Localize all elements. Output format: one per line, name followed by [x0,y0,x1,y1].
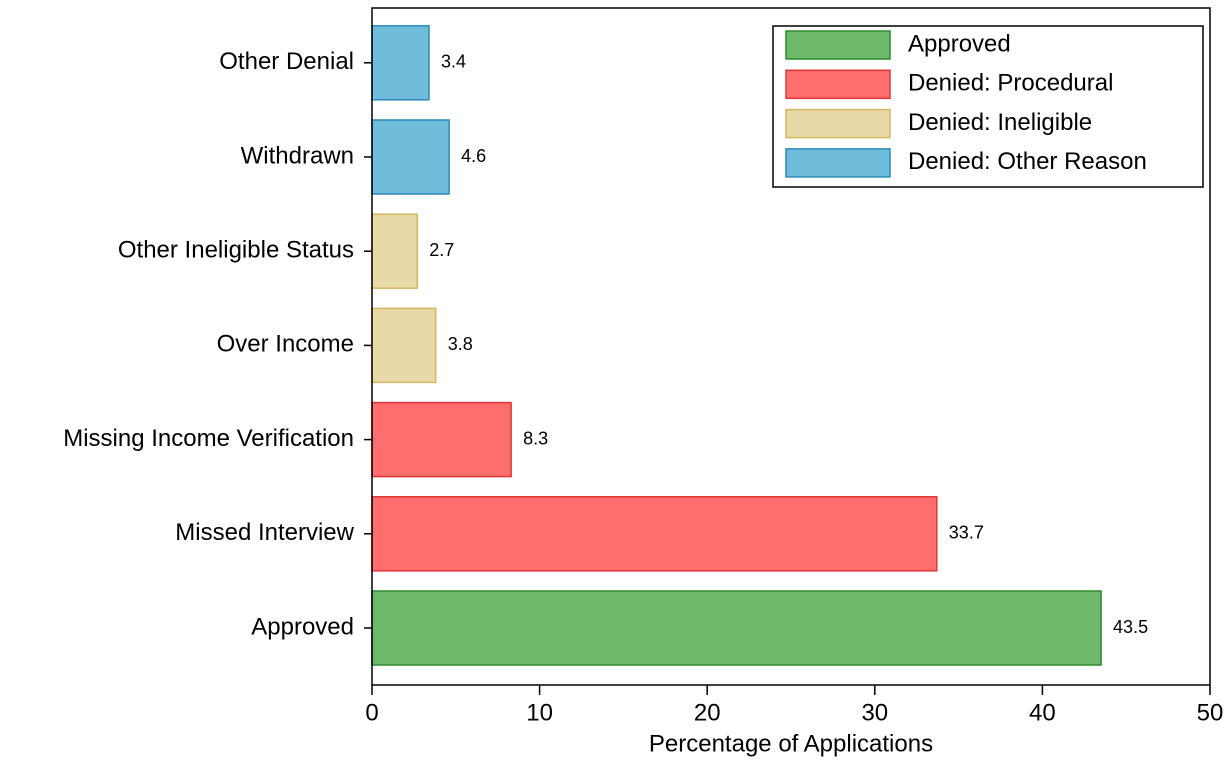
x-tick-label: 50 [1197,699,1224,726]
x-tick-label: 30 [861,699,888,726]
plot-frame [371,7,1211,686]
legend-swatch [785,30,891,60]
x-tick-label: 40 [1029,699,1056,726]
legend-swatch [785,148,891,178]
y-tick-label: Other Ineligible Status [118,237,354,264]
bar [371,213,419,289]
y-tick-label: Missed Interview [175,519,354,546]
x-tick-label: 10 [526,699,553,726]
bar [371,307,437,384]
y-tick-label: Over Income [217,331,354,358]
bar [371,401,512,478]
y-tick-label: Other Denial [219,48,354,75]
legend-label: Denied: Ineligible [908,109,1092,136]
bar [371,25,430,101]
value-label: 3.8 [448,334,473,354]
value-label: 43.5 [1113,617,1148,637]
y-tick-label: Approved [251,613,354,640]
x-tick-label: 20 [694,699,721,726]
value-label: 8.3 [523,428,548,448]
bar [371,119,450,195]
legend-label: Approved [908,30,1011,57]
value-label: 33.7 [949,523,984,543]
legend-swatch [785,108,891,139]
x-axis-label: Percentage of Applications [649,730,933,757]
bar [371,590,1102,666]
legend-swatch [785,69,891,100]
y-tick-label: Withdrawn [241,142,354,169]
value-label: 2.7 [429,240,454,260]
value-label: 4.6 [461,146,486,166]
x-tick-label: 0 [365,699,378,726]
legend-label: Denied: Procedural [908,70,1113,97]
bar [371,496,938,572]
legend-label: Denied: Other Reason [908,148,1147,175]
value-label: 3.4 [441,52,466,72]
y-tick-label: Missing Income Verification [63,425,354,452]
